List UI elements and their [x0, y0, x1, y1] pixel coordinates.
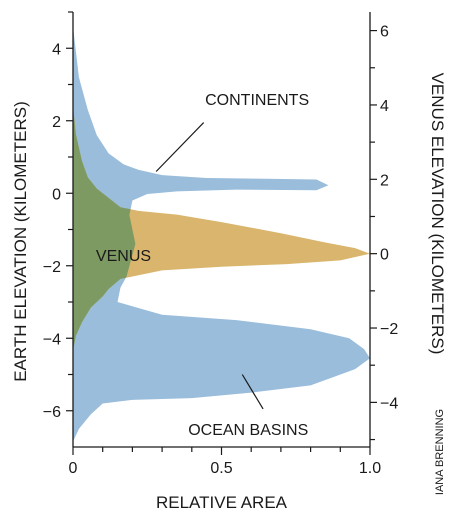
annotation-label: VENUS — [96, 248, 151, 265]
x-tick-label: 0 — [69, 460, 78, 477]
axis-tick-labels: 4 2 0 −2 −4 −6 6 4 2 0 −2 −4 0 0.5 1.0 — [43, 24, 399, 477]
left-y-axis-title: EARTH ELEVATION (KILOMETERS) — [11, 101, 30, 382]
x-axis-title: RELATIVE AREA — [156, 493, 288, 512]
annotation-pointers — [155, 122, 264, 410]
left-y-tick-label: −2 — [43, 259, 61, 276]
earth-elevation-area — [73, 26, 370, 442]
right-y-tick-label: −4 — [380, 395, 398, 412]
annotation-pointer-line — [155, 122, 205, 172]
right-y-tick-label: 0 — [380, 247, 389, 264]
right-y-tick-label: 4 — [380, 98, 389, 115]
chart-annotations: CONTINENTS VENUS OCEAN BASINS — [96, 92, 309, 439]
x-tick-label: 0.5 — [210, 460, 232, 477]
left-y-tick-label: −4 — [43, 331, 61, 348]
left-y-tick-label: 0 — [52, 186, 61, 203]
left-y-tick-label: 4 — [52, 41, 61, 58]
axis-ticks — [66, 11, 377, 455]
x-tick-label: 1.0 — [359, 460, 381, 477]
right-y-tick-label: 6 — [380, 24, 389, 41]
artist-credit: IANA BRENNING — [434, 409, 446, 495]
annotation-pointer-line — [241, 374, 264, 410]
left-y-tick-label: −6 — [43, 404, 61, 421]
right-y-axis-title: VENUS ELEVATION (KILOMETERS) — [428, 73, 447, 355]
left-y-tick-label: 2 — [52, 114, 61, 131]
right-y-tick-label: 2 — [380, 172, 389, 189]
right-y-tick-label: −2 — [380, 321, 398, 338]
venus-elevation-area — [73, 106, 370, 351]
annotation-label: OCEAN BASINS — [188, 422, 308, 439]
annotation-label: CONTINENTS — [205, 92, 309, 109]
